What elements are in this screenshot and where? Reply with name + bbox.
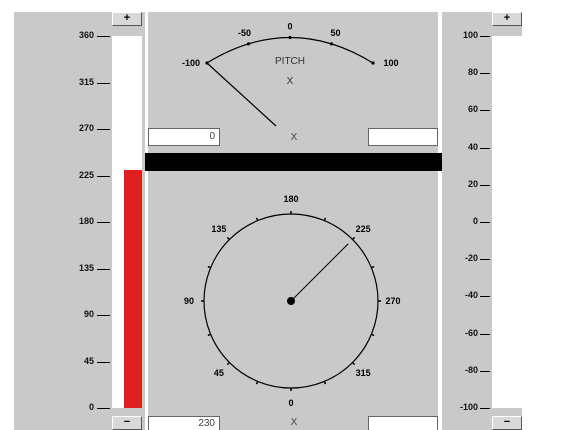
compass-tick-mark bbox=[207, 265, 211, 269]
compass-tick-label: 315 bbox=[356, 368, 371, 378]
pitch-meter-dial: -100 -50 0 50 100 PITCH X bbox=[182, 22, 399, 127]
right-slider-tick-label: 40 bbox=[467, 141, 478, 152]
right-slider-tick-mark bbox=[480, 333, 490, 335]
compass-tick-mark bbox=[351, 236, 356, 241]
right-slider-tick-mark bbox=[480, 259, 490, 261]
left-slider-tick-label: 315 bbox=[78, 76, 94, 87]
right-slider-tick-mark bbox=[480, 147, 490, 149]
compass-tick-label: 45 bbox=[214, 368, 224, 378]
left-slider-tick-label: 0 bbox=[88, 402, 94, 412]
left-slider-tick-mark bbox=[97, 268, 110, 270]
left-slider-tick-mark bbox=[97, 129, 110, 130]
right-slider-tick-mark bbox=[480, 184, 490, 186]
right-slider-tick-label: -20 bbox=[464, 253, 478, 264]
compass-tick-mark bbox=[255, 381, 259, 385]
pitch-tick-mark bbox=[371, 61, 375, 65]
compass-tick-mark bbox=[255, 217, 259, 221]
left-slider-tick-mark bbox=[97, 315, 110, 316]
right-slider-tick-mark bbox=[480, 73, 490, 75]
right-slider-tick-label: 60 bbox=[467, 104, 478, 115]
pitch-tick-label: 50 bbox=[330, 28, 340, 38]
compass-tick-label: 270 bbox=[385, 296, 400, 306]
separator-left bbox=[145, 12, 148, 430]
left-slider-tick-label: 45 bbox=[83, 355, 94, 366]
left-slider-tick-label: 180 bbox=[78, 216, 94, 226]
left-slider-tick-mark bbox=[97, 408, 110, 409]
left-slider-tick-mark bbox=[97, 222, 110, 223]
right-slider-tick-label: -40 bbox=[464, 290, 478, 301]
compass-dial-svg: 180 225 270 315 0 45 90 135 bbox=[184, 194, 401, 408]
compass-tick-mark bbox=[207, 333, 211, 337]
instrument-panel: 360 315 270 225 180 135 90 45 0 + − -100 -50 0 50 10… bbox=[14, 12, 522, 430]
compass-tick-mark bbox=[371, 333, 375, 337]
right-slider-tick-label: -60 bbox=[464, 327, 478, 338]
compass-tick-mark bbox=[323, 217, 327, 221]
right-slider-plus-button[interactable]: + bbox=[492, 12, 522, 26]
compass-tick-mark bbox=[226, 361, 231, 366]
left-slider-minus-button[interactable]: − bbox=[112, 416, 142, 430]
compass-tick-label: 90 bbox=[184, 296, 194, 306]
right-slider-tick-label: -100 bbox=[459, 402, 478, 412]
right-slider-tick-mark bbox=[480, 408, 490, 409]
pitch-right-field[interactable] bbox=[368, 128, 438, 146]
divider-bar bbox=[145, 153, 442, 171]
right-slider-track[interactable] bbox=[492, 36, 522, 408]
right-slider-tick-mark bbox=[480, 222, 490, 223]
left-slider-tick-label: 225 bbox=[78, 169, 94, 180]
right-slider-minus-button[interactable]: − bbox=[492, 416, 522, 430]
right-slider-tick-label: 0 bbox=[472, 216, 478, 226]
compass-hub bbox=[287, 297, 295, 305]
left-slider-tick-label: 270 bbox=[78, 123, 94, 133]
compass-tick-label: 0 bbox=[288, 398, 293, 408]
compass-tick-label: 180 bbox=[283, 194, 298, 204]
compass-value-field[interactable]: 230 bbox=[148, 416, 220, 430]
compass-tick-mark bbox=[371, 265, 375, 269]
right-slider-tick-label: 100 bbox=[462, 30, 478, 40]
left-slider-tick-label: 90 bbox=[83, 309, 94, 319]
right-slider-tick-mark bbox=[480, 296, 490, 298]
pitch-meter-needle bbox=[206, 62, 277, 127]
left-slider-tick-mark bbox=[97, 36, 110, 37]
pitch-tick-mark bbox=[329, 42, 334, 46]
compass-tick-mark bbox=[323, 381, 327, 385]
left-slider-tick-mark bbox=[97, 361, 110, 363]
pitch-tick-label: 100 bbox=[383, 58, 398, 68]
pitch-meter-subtitle: X bbox=[287, 76, 294, 87]
pitch-left-field[interactable]: 0 bbox=[148, 128, 220, 146]
left-slider-plus-button[interactable]: + bbox=[112, 12, 142, 26]
left-slider-fill bbox=[124, 169, 142, 408]
right-slider-tick-label: 80 bbox=[467, 67, 478, 78]
right-slider-tick-mark bbox=[480, 370, 490, 372]
pitch-tick-label: -50 bbox=[238, 28, 251, 38]
compass-tick-mark bbox=[226, 236, 231, 241]
separator-right bbox=[438, 12, 442, 430]
compass-right-field[interactable] bbox=[368, 416, 438, 430]
compass-tick-mark bbox=[351, 361, 356, 366]
pitch-tick-label: 0 bbox=[287, 22, 292, 32]
right-slider-tick-mark bbox=[480, 110, 490, 112]
pitch-tick-mark bbox=[246, 42, 251, 46]
pitch-meter-title: PITCH bbox=[275, 56, 305, 67]
right-slider-tick-label: -80 bbox=[464, 364, 478, 375]
left-slider-tick-label: 360 bbox=[78, 30, 94, 40]
right-slider-tick-label: 20 bbox=[467, 178, 478, 189]
right-slider-tick-mark bbox=[480, 36, 490, 37]
compass-center-label: X bbox=[290, 417, 298, 428]
compass-needle bbox=[290, 243, 349, 302]
left-slider-tick-mark bbox=[97, 82, 110, 84]
left-slider-tick-mark bbox=[97, 175, 110, 177]
pitch-tick-mark bbox=[288, 35, 292, 40]
left-slider-tick-label: 135 bbox=[78, 262, 94, 273]
pitch-tick-label: -100 bbox=[182, 58, 200, 68]
pitch-center-label: X bbox=[290, 132, 298, 143]
compass-tick-label: 135 bbox=[211, 224, 226, 234]
compass-tick-label: 225 bbox=[356, 224, 371, 234]
